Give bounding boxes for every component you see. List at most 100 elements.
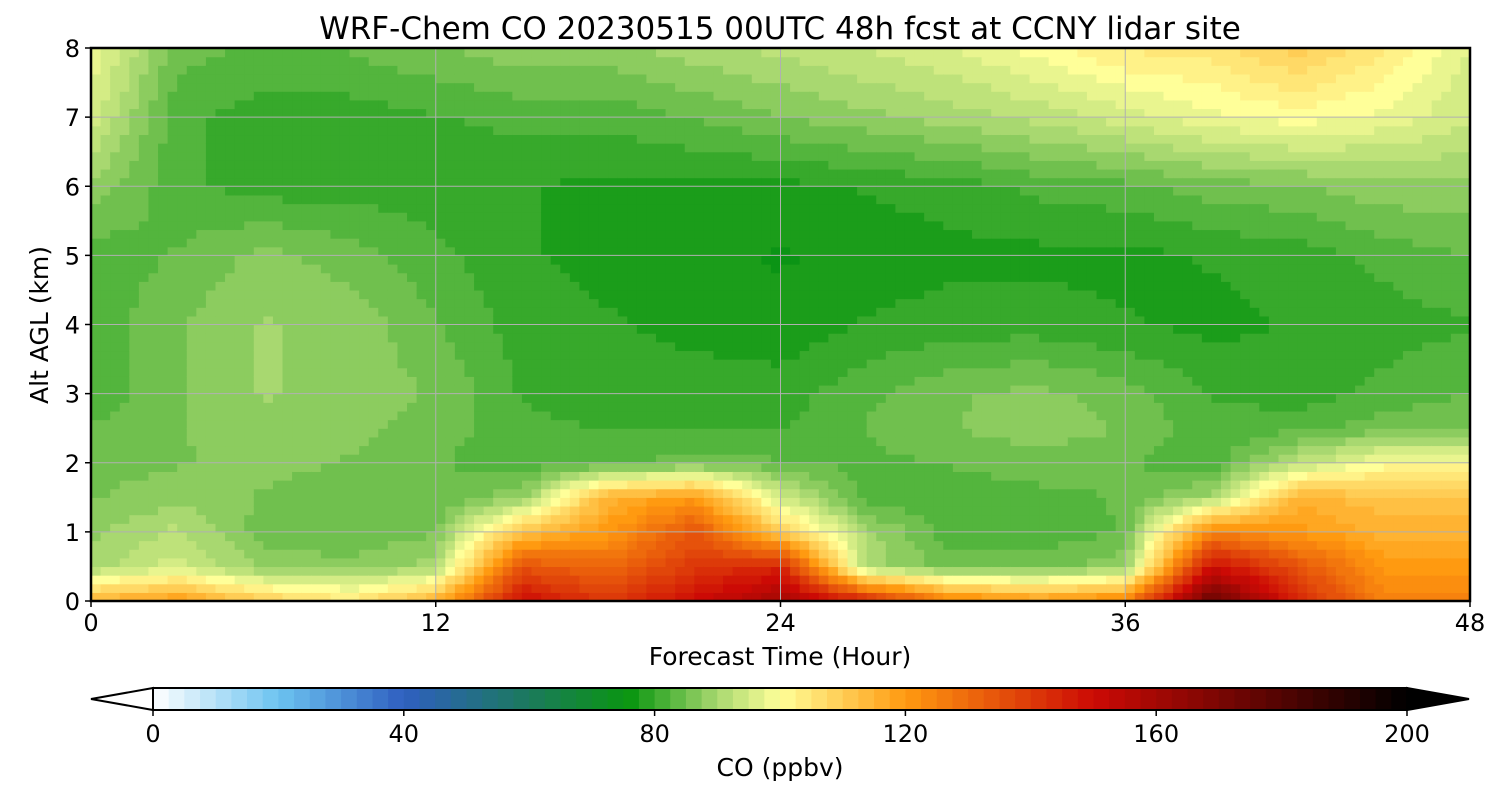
heatmap-cell bbox=[780, 212, 791, 222]
heatmap-cell bbox=[435, 272, 446, 282]
heatmap-cell bbox=[234, 194, 245, 205]
heatmap-cell bbox=[215, 56, 226, 66]
heatmap-cell bbox=[761, 514, 772, 524]
heatmap-cell bbox=[253, 289, 264, 300]
heatmap-cell bbox=[502, 117, 513, 127]
heatmap-cell bbox=[684, 143, 695, 153]
heatmap-cell bbox=[148, 151, 159, 161]
heatmap-cell bbox=[100, 99, 111, 110]
heatmap-cell bbox=[512, 514, 523, 524]
heatmap-cell bbox=[790, 125, 801, 136]
heatmap-cell bbox=[215, 393, 226, 403]
heatmap-cell bbox=[129, 471, 140, 481]
heatmap-cell bbox=[790, 91, 801, 101]
heatmap-cell bbox=[636, 575, 648, 585]
heatmap-cell bbox=[301, 143, 312, 153]
heatmap-cell bbox=[790, 160, 801, 170]
heatmap-cell bbox=[569, 73, 580, 84]
heatmap-cell bbox=[205, 566, 217, 576]
heatmap-cell bbox=[320, 592, 332, 601]
heatmap-cell bbox=[378, 428, 389, 438]
heatmap-cell bbox=[598, 549, 609, 559]
heatmap-cell bbox=[225, 151, 236, 161]
heatmap-cell bbox=[167, 523, 178, 533]
heatmap-cell bbox=[531, 367, 542, 377]
heatmap-cell bbox=[244, 583, 255, 593]
heatmap-cell bbox=[751, 238, 762, 248]
heatmap-cell bbox=[234, 428, 245, 438]
heatmap-cell bbox=[100, 531, 111, 542]
heatmap-cell bbox=[684, 186, 695, 196]
heatmap-cell bbox=[215, 462, 226, 472]
heatmap-cell bbox=[474, 160, 485, 170]
heatmap-cell bbox=[292, 289, 303, 300]
heatmap-cell bbox=[598, 289, 609, 300]
heatmap-cell bbox=[521, 289, 533, 300]
heatmap-cell bbox=[694, 557, 705, 568]
heatmap-cell bbox=[359, 264, 370, 274]
heatmap-cell bbox=[359, 376, 370, 386]
heatmap-cell bbox=[301, 48, 312, 58]
heatmap-cell bbox=[550, 238, 561, 248]
heatmap-cell bbox=[790, 203, 801, 213]
heatmap-cell bbox=[464, 583, 475, 593]
heatmap-cell bbox=[560, 238, 571, 248]
heatmap-cell bbox=[799, 592, 810, 601]
heatmap-cell bbox=[253, 575, 264, 585]
heatmap-cell bbox=[828, 324, 839, 334]
heatmap-cell bbox=[110, 315, 121, 326]
heatmap-cell bbox=[713, 341, 724, 352]
heatmap-cell bbox=[167, 488, 178, 498]
heatmap-cell bbox=[215, 531, 226, 542]
heatmap-cell bbox=[751, 471, 762, 481]
heatmap-cell bbox=[349, 436, 360, 447]
heatmap-cell bbox=[627, 523, 638, 533]
heatmap-cell bbox=[512, 246, 523, 256]
heatmap-cell bbox=[550, 99, 561, 110]
heatmap-cell bbox=[196, 376, 207, 386]
heatmap-cell bbox=[588, 505, 600, 516]
heatmap-cell bbox=[292, 445, 303, 455]
heatmap-cell bbox=[665, 203, 676, 213]
heatmap-cell bbox=[474, 298, 485, 308]
heatmap-cell bbox=[646, 48, 657, 58]
heatmap-cell bbox=[349, 255, 360, 265]
heatmap-cell bbox=[100, 350, 111, 360]
heatmap-cell bbox=[531, 73, 542, 84]
heatmap-cell bbox=[215, 359, 226, 369]
heatmap-cell bbox=[205, 445, 217, 455]
heatmap-cell bbox=[732, 281, 743, 291]
heatmap-cell bbox=[598, 229, 609, 239]
heatmap-cell bbox=[397, 82, 408, 92]
heatmap-cell bbox=[799, 402, 810, 412]
heatmap-cell bbox=[244, 151, 255, 161]
heatmap-cell bbox=[809, 454, 820, 464]
heatmap-cell bbox=[359, 462, 370, 472]
heatmap-cell bbox=[665, 333, 676, 343]
heatmap-cell bbox=[378, 289, 389, 300]
heatmap-cell bbox=[464, 419, 475, 429]
heatmap-cell bbox=[263, 168, 274, 179]
heatmap-cell bbox=[282, 436, 293, 447]
heatmap-cell bbox=[435, 402, 446, 412]
heatmap-cell bbox=[464, 238, 475, 248]
heatmap-cell bbox=[694, 272, 705, 282]
heatmap-cell bbox=[158, 315, 169, 326]
heatmap-cell bbox=[541, 82, 552, 92]
heatmap-cell bbox=[292, 575, 303, 585]
heatmap-cell bbox=[742, 341, 753, 352]
heatmap-cell bbox=[656, 186, 667, 196]
heatmap-cell bbox=[91, 82, 102, 92]
heatmap-cell bbox=[588, 238, 600, 248]
heatmap-cell bbox=[253, 91, 264, 101]
heatmap-cell bbox=[790, 497, 801, 507]
heatmap-cell bbox=[244, 384, 255, 395]
heatmap-cell bbox=[454, 462, 466, 472]
heatmap-cell bbox=[359, 566, 370, 576]
heatmap-cell bbox=[407, 134, 418, 144]
heatmap-cell bbox=[205, 523, 217, 533]
heatmap-cell bbox=[502, 471, 513, 481]
heatmap-cell bbox=[723, 298, 734, 308]
heatmap-cell bbox=[445, 73, 456, 84]
heatmap-cell bbox=[560, 186, 571, 196]
